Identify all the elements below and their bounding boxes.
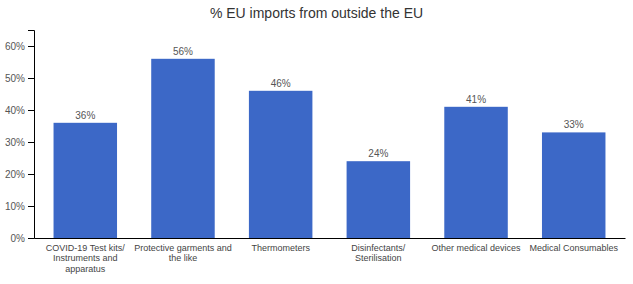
chart-title: % EU imports from outside the EU — [210, 5, 423, 21]
y-tick-label: 30% — [5, 137, 25, 148]
x-tick-label-line: Medical Consumables — [529, 243, 618, 253]
x-axis-line — [35, 238, 626, 239]
x-tick: Disinfectants/Sterilisation — [351, 243, 406, 263]
plot-area: 0% 10% 20% 30% 40% 50% 60% COVID-19 Test kits/I… — [5, 31, 626, 274]
y-axis-line — [28, 31, 35, 239]
x-tick-label: Other medical devices — [432, 243, 522, 253]
x-tick-label: Thermometers — [251, 243, 310, 253]
x-tick-label-line: Protective garments and — [134, 243, 232, 253]
x-axis: COVID-19 Test kits/Instruments andappara… — [35, 239, 626, 274]
x-tick-label-line: Disinfectants/ — [351, 243, 406, 253]
x-tick-label: Disinfectants/Sterilisation — [351, 243, 406, 263]
bar — [151, 59, 214, 238]
y-tick: 20% — [5, 169, 34, 180]
bars — [54, 59, 606, 238]
x-tick-label: Protective garments andthe like — [134, 243, 232, 263]
x-tick: Medical Consumables — [529, 243, 618, 253]
y-tick: 0% — [11, 233, 34, 244]
y-tick-label: 60% — [5, 41, 25, 52]
data-labels: 36% 56% 46% 24% 41% 33% — [75, 46, 584, 159]
y-tick-mark — [28, 174, 34, 175]
x-tick-label-line: Instruments and — [53, 253, 118, 263]
y-tick-label: 10% — [5, 201, 25, 212]
data-label: 41% — [466, 94, 486, 105]
y-axis: 0% 10% 20% 30% 40% 50% 60% — [5, 31, 35, 244]
y-tick-label: 0% — [11, 233, 26, 244]
data-label: 36% — [75, 110, 95, 121]
x-tick: Other medical devices — [432, 243, 522, 253]
x-tick: COVID-19 Test kits/Instruments andappara… — [46, 243, 125, 274]
bar — [249, 91, 312, 238]
x-tick-label: Medical Consumables — [529, 243, 618, 253]
x-tick-label-line: Sterilisation — [355, 253, 402, 263]
y-tick: 50% — [5, 73, 34, 84]
data-label: 46% — [271, 78, 291, 89]
x-tick: Thermometers — [251, 243, 310, 253]
bar — [54, 123, 117, 238]
y-tick-mark — [28, 110, 34, 111]
x-tick: Protective garments andthe like — [134, 243, 232, 263]
y-tick: 30% — [5, 137, 34, 148]
y-tick-label: 40% — [5, 105, 25, 116]
y-tick-label: 50% — [5, 73, 25, 84]
data-label: 56% — [173, 46, 193, 57]
y-tick: 40% — [5, 105, 34, 116]
bar — [347, 161, 410, 238]
chart-svg: % EU imports from outside the EU 0% 10% 20%… — [0, 0, 633, 284]
y-tick-mark — [28, 206, 34, 207]
x-tick-label-line: apparatus — [65, 264, 106, 274]
y-tick-mark — [28, 238, 34, 239]
y-tick-mark — [28, 142, 34, 143]
chart-container: % EU imports from outside the EU 0% 10% 20%… — [0, 0, 633, 284]
x-tick-label-line: COVID-19 Test kits/ — [46, 243, 125, 253]
x-tick-label-line: Thermometers — [251, 243, 310, 253]
bar — [444, 107, 507, 238]
bar — [542, 132, 605, 238]
x-tick-label-line: Other medical devices — [432, 243, 522, 253]
y-tick-label: 20% — [5, 169, 25, 180]
data-label: 33% — [564, 119, 584, 130]
y-tick: 10% — [5, 201, 34, 212]
y-tick: 60% — [5, 41, 34, 52]
x-tick-label-line: the like — [169, 253, 198, 263]
y-tick-mark — [28, 46, 34, 47]
x-tick-label: COVID-19 Test kits/Instruments andappara… — [46, 243, 125, 274]
y-tick-mark — [28, 78, 34, 79]
data-label: 24% — [368, 148, 388, 159]
